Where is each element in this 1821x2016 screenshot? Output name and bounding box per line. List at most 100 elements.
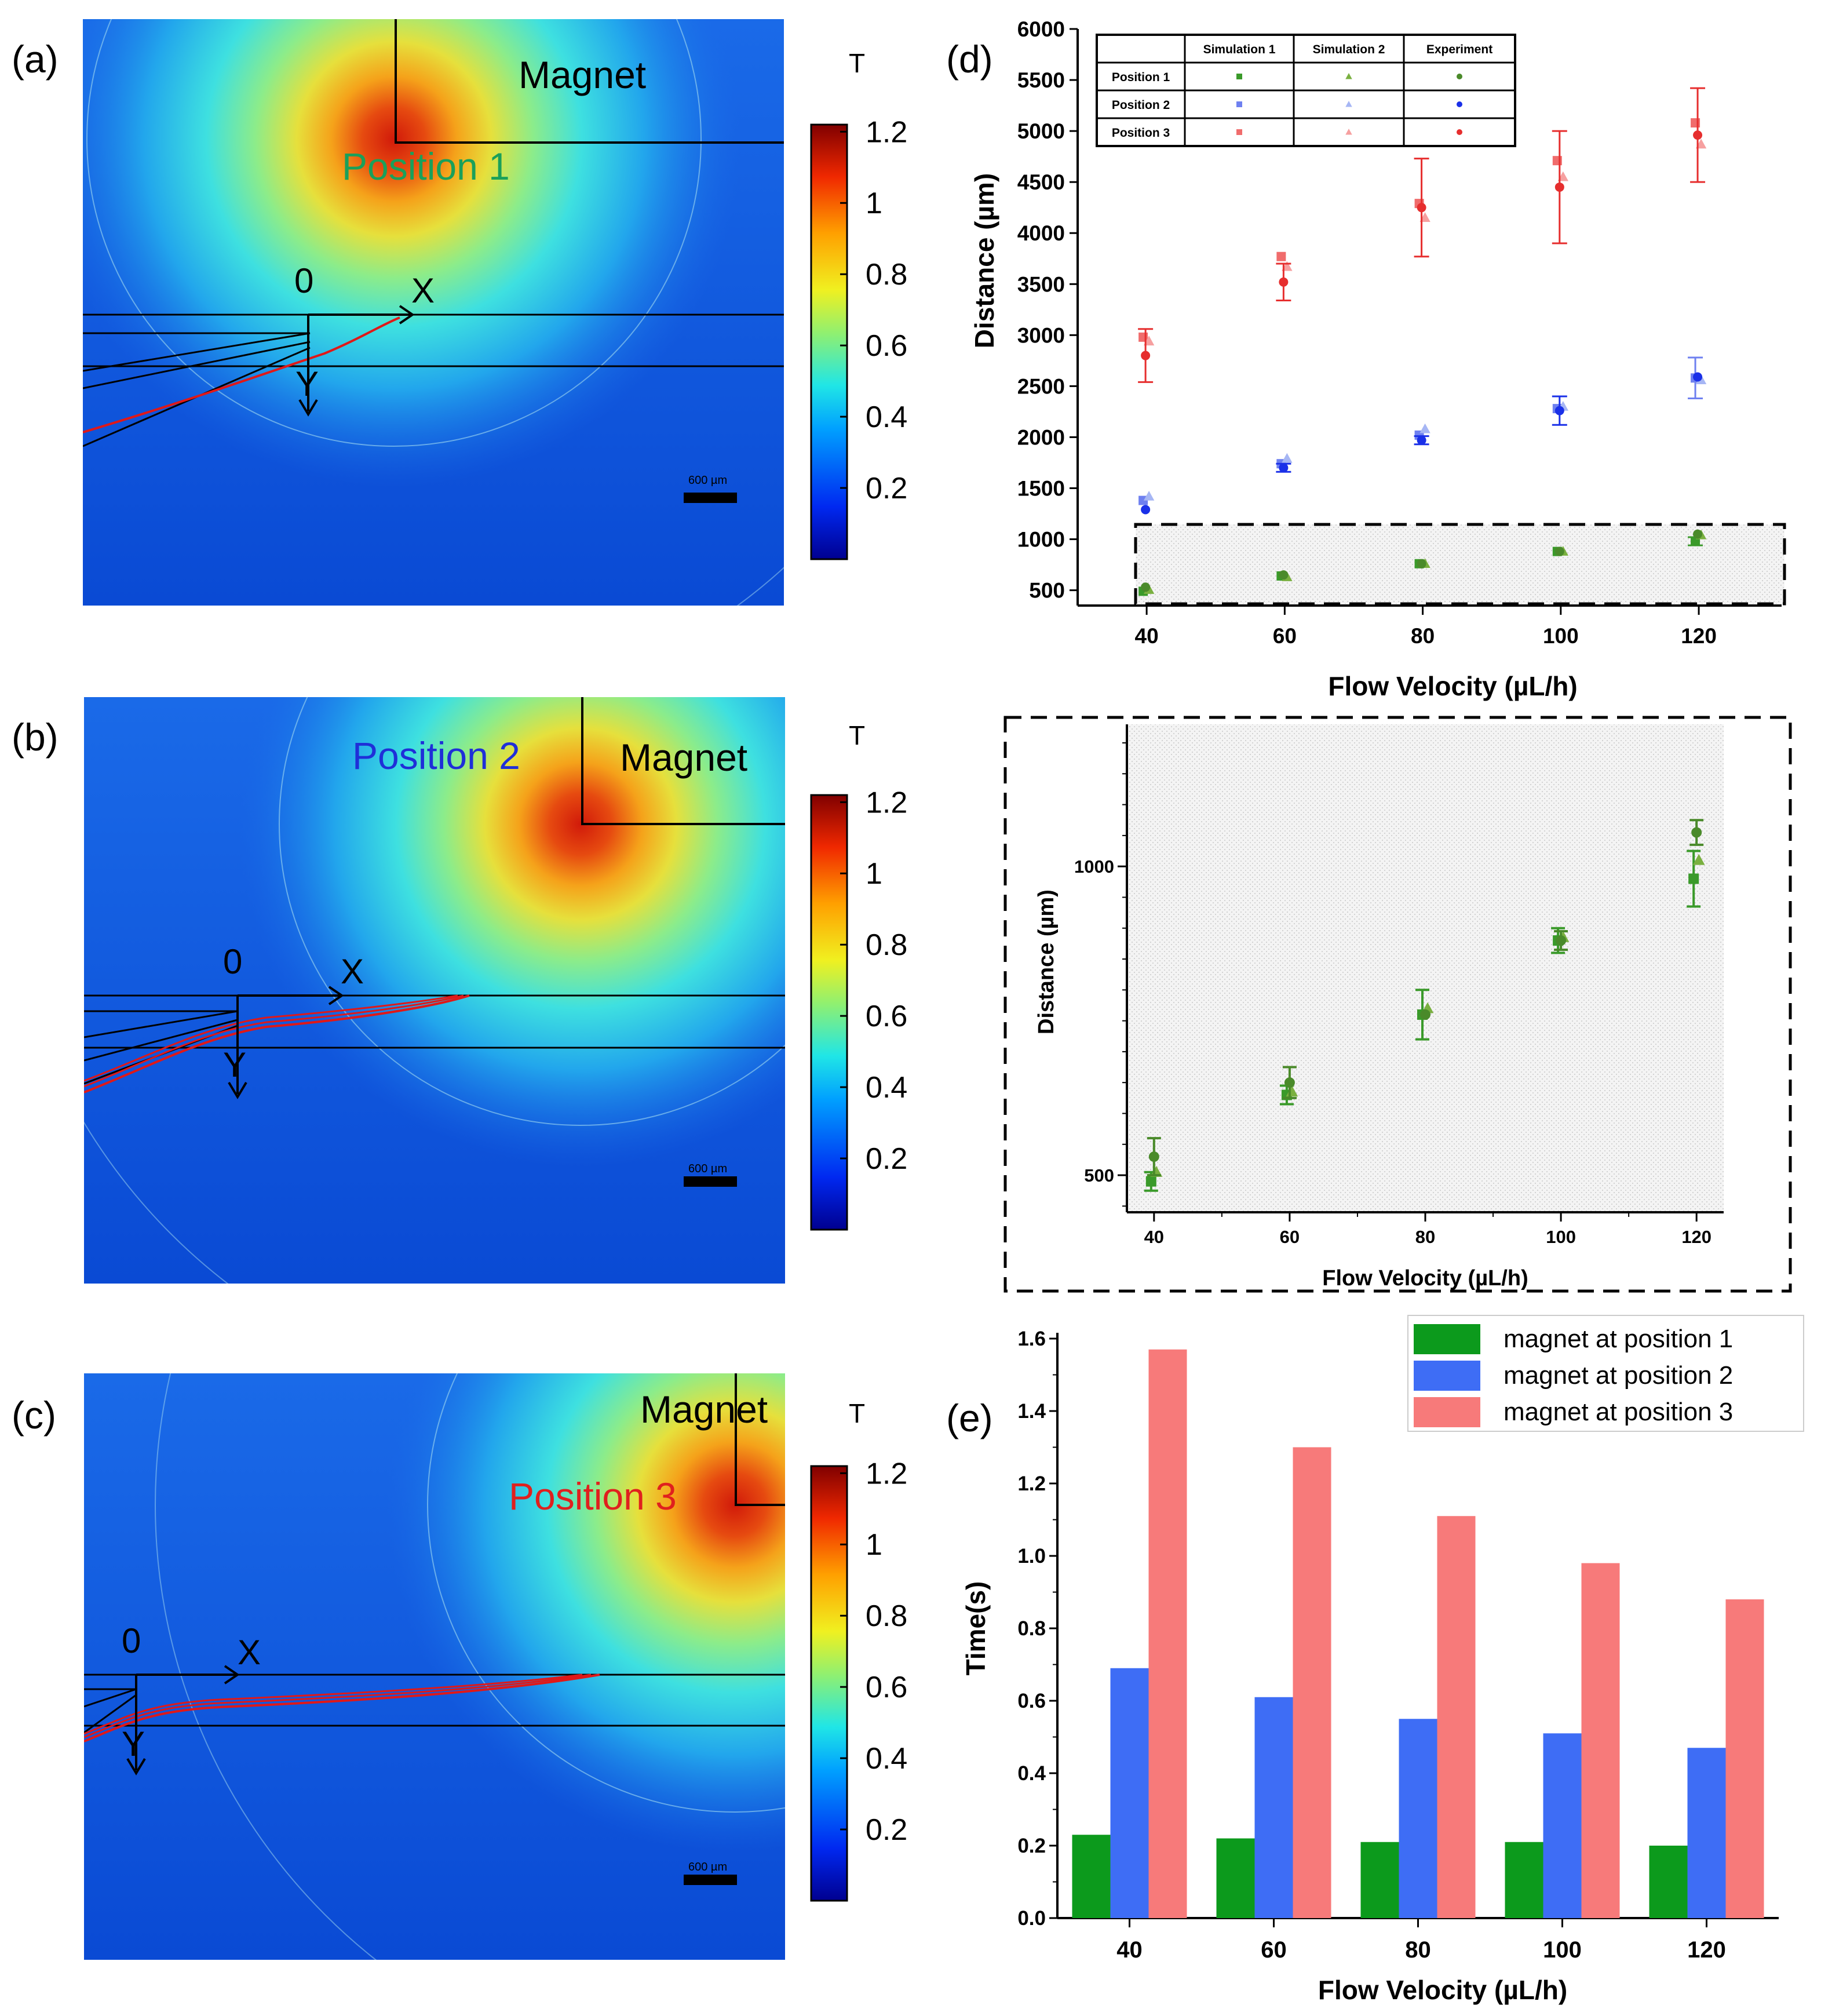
particle-trajectory-b (84, 994, 470, 1093)
bar-1-1 (1254, 1697, 1293, 1918)
origin-label-b: 0 (223, 942, 242, 981)
sim-panel-a: (a) 0 X Y Magnet Position 1 600 µm (12, 19, 784, 606)
y-axis-label-b: Y (223, 1045, 246, 1084)
colorbar-unit-0: T (849, 48, 865, 78)
legend-row-header: Position 3 (1112, 126, 1170, 140)
colorbar-tick-label-1-5: 0.2 (866, 1142, 907, 1176)
e-y-tick-label-2: 0.4 (1017, 1762, 1046, 1785)
legend-marker (1345, 73, 1352, 79)
colorbar-tick-label-1-2: 0.8 (866, 928, 907, 962)
colorbar-tick-label-0-3: 0.6 (866, 329, 907, 363)
y-tick-label-11: 6000 (1017, 17, 1065, 41)
bar-1-0 (1110, 1668, 1149, 1918)
panel-label-e: (e) (946, 1397, 993, 1439)
e-x-tick-label-2: 80 (1405, 1937, 1431, 1963)
panel-label-d: (d) (946, 38, 993, 81)
e-legend-swatch-0 (1414, 1324, 1480, 1354)
position-label-b: Position 2 (352, 734, 520, 777)
e-x-tick-label-1: 60 (1261, 1937, 1287, 1963)
y-tick-label-5: 3000 (1017, 323, 1065, 347)
colorbar-1 (810, 794, 848, 1231)
inset-data-point (1284, 1077, 1295, 1088)
e-y-tick-label-3: 0.6 (1017, 1690, 1046, 1712)
field-hotspot-a (83, 19, 742, 487)
colorbar-tick-label-1-4: 0.4 (866, 1071, 907, 1104)
data-point (1282, 453, 1293, 463)
magnet-label-a: Magnet (519, 53, 646, 96)
legend-marker (1345, 101, 1352, 107)
data-point (1693, 130, 1703, 140)
colorbar-tick-label-0-1: 1 (866, 187, 882, 220)
bar-2-3 (1581, 1563, 1620, 1918)
inset-data-point (1688, 873, 1699, 884)
magnet-outline-b (581, 697, 785, 825)
series-6 (1138, 118, 1700, 342)
x-tick-label-1: 60 (1273, 624, 1297, 648)
colorbar-tick-label-1-3: 0.6 (866, 1000, 907, 1033)
legend-marker (1345, 129, 1352, 135)
inset-data-point (1145, 1176, 1156, 1187)
legend-col-header: Experiment (1426, 43, 1492, 56)
y-tick-label-8: 4500 (1017, 170, 1065, 194)
colorbar-tick-label-0-5: 0.2 (866, 472, 907, 505)
e-x-tick-label-0: 40 (1116, 1937, 1143, 1963)
bar-0-1 (1216, 1838, 1255, 1918)
colorbar-tick-label-0-2: 0.8 (866, 258, 907, 291)
y-axis-label-c: Y (122, 1725, 145, 1763)
inset-series-2 (1147, 819, 1704, 1177)
y-tick-label-0: 500 (1029, 579, 1065, 603)
colorbar-tick-label-0-0: 1.2 (866, 115, 907, 149)
e-legend-label-0: magnet at position 1 (1503, 1325, 1733, 1353)
data-point (1693, 372, 1703, 382)
colorbar-unit-1: T (849, 720, 865, 750)
inset-y-tick-label-0: 500 (1084, 1165, 1114, 1186)
legend-marker (1457, 129, 1462, 135)
data-point (1279, 277, 1289, 287)
bar-1-4 (1687, 1748, 1726, 1918)
legend-marker (1236, 74, 1242, 79)
y-axis-title: Distance (µm) (969, 173, 999, 349)
field-hotspot-b (239, 697, 785, 1166)
scale-bar-b (684, 1176, 737, 1187)
panel-label-b: (b) (12, 716, 59, 759)
legend-marker (1236, 129, 1242, 135)
e-legend-swatch-1 (1414, 1361, 1480, 1391)
e-legend-swatch-2 (1414, 1397, 1480, 1427)
data-point (1554, 546, 1564, 556)
legend-col-header: Simulation 1 (1203, 43, 1276, 56)
x-tick-label-2: 80 (1411, 624, 1435, 648)
bar-0-4 (1649, 1846, 1688, 1918)
colorbar-tick-label-2-4: 0.4 (866, 1742, 907, 1776)
data-point (1419, 423, 1430, 433)
e-y-tick-label-1: 0.2 (1017, 1835, 1046, 1857)
inset-data-point (1692, 854, 1705, 865)
e-legend-label-1: magnet at position 2 (1503, 1361, 1733, 1390)
panel-label-c: (c) (12, 1394, 56, 1437)
x-tick-label-4: 120 (1681, 624, 1717, 648)
e-y-tick-label-0: 0.0 (1017, 1907, 1046, 1930)
chart-d: (d) 500 1000 1500 2000 2500 3000 3500 4000 4500 5… (946, 17, 1786, 701)
x-tick-label-3: 100 (1543, 624, 1579, 648)
panel-label-a: (a) (12, 38, 59, 81)
sim-panel-c: (c) 0 X Y Magnet Position 3 600 µm (12, 1373, 785, 1960)
colorbar-unit-2: T (849, 1398, 865, 1428)
inset-plot-bg (1127, 724, 1724, 1212)
inset-data-point (1148, 1151, 1159, 1162)
y-tick-label-3: 2000 (1017, 425, 1065, 449)
particle-trajectory-c (84, 1674, 600, 1742)
e-y-tick-label-8: 1.6 (1017, 1328, 1046, 1350)
legend-marker (1457, 101, 1462, 107)
origin-label-c: 0 (122, 1621, 141, 1660)
data-point (1141, 351, 1151, 360)
colorbar-0 (810, 123, 848, 560)
bar-2-0 (1148, 1349, 1187, 1918)
colorbar-tick-label-2-1: 1 (866, 1528, 882, 1562)
magnet-label-b: Magnet (620, 736, 747, 779)
e-x-axis-title: Flow Velocity (µL/h) (1318, 1975, 1567, 2005)
y-axis-label-a: Y (295, 364, 319, 403)
bar-0-3 (1505, 1842, 1543, 1918)
series-3 (1138, 356, 1703, 505)
series-8 (1138, 87, 1706, 383)
colorbar-tick-label-2-5: 0.2 (866, 1813, 907, 1847)
scale-bar-c (684, 1875, 737, 1885)
